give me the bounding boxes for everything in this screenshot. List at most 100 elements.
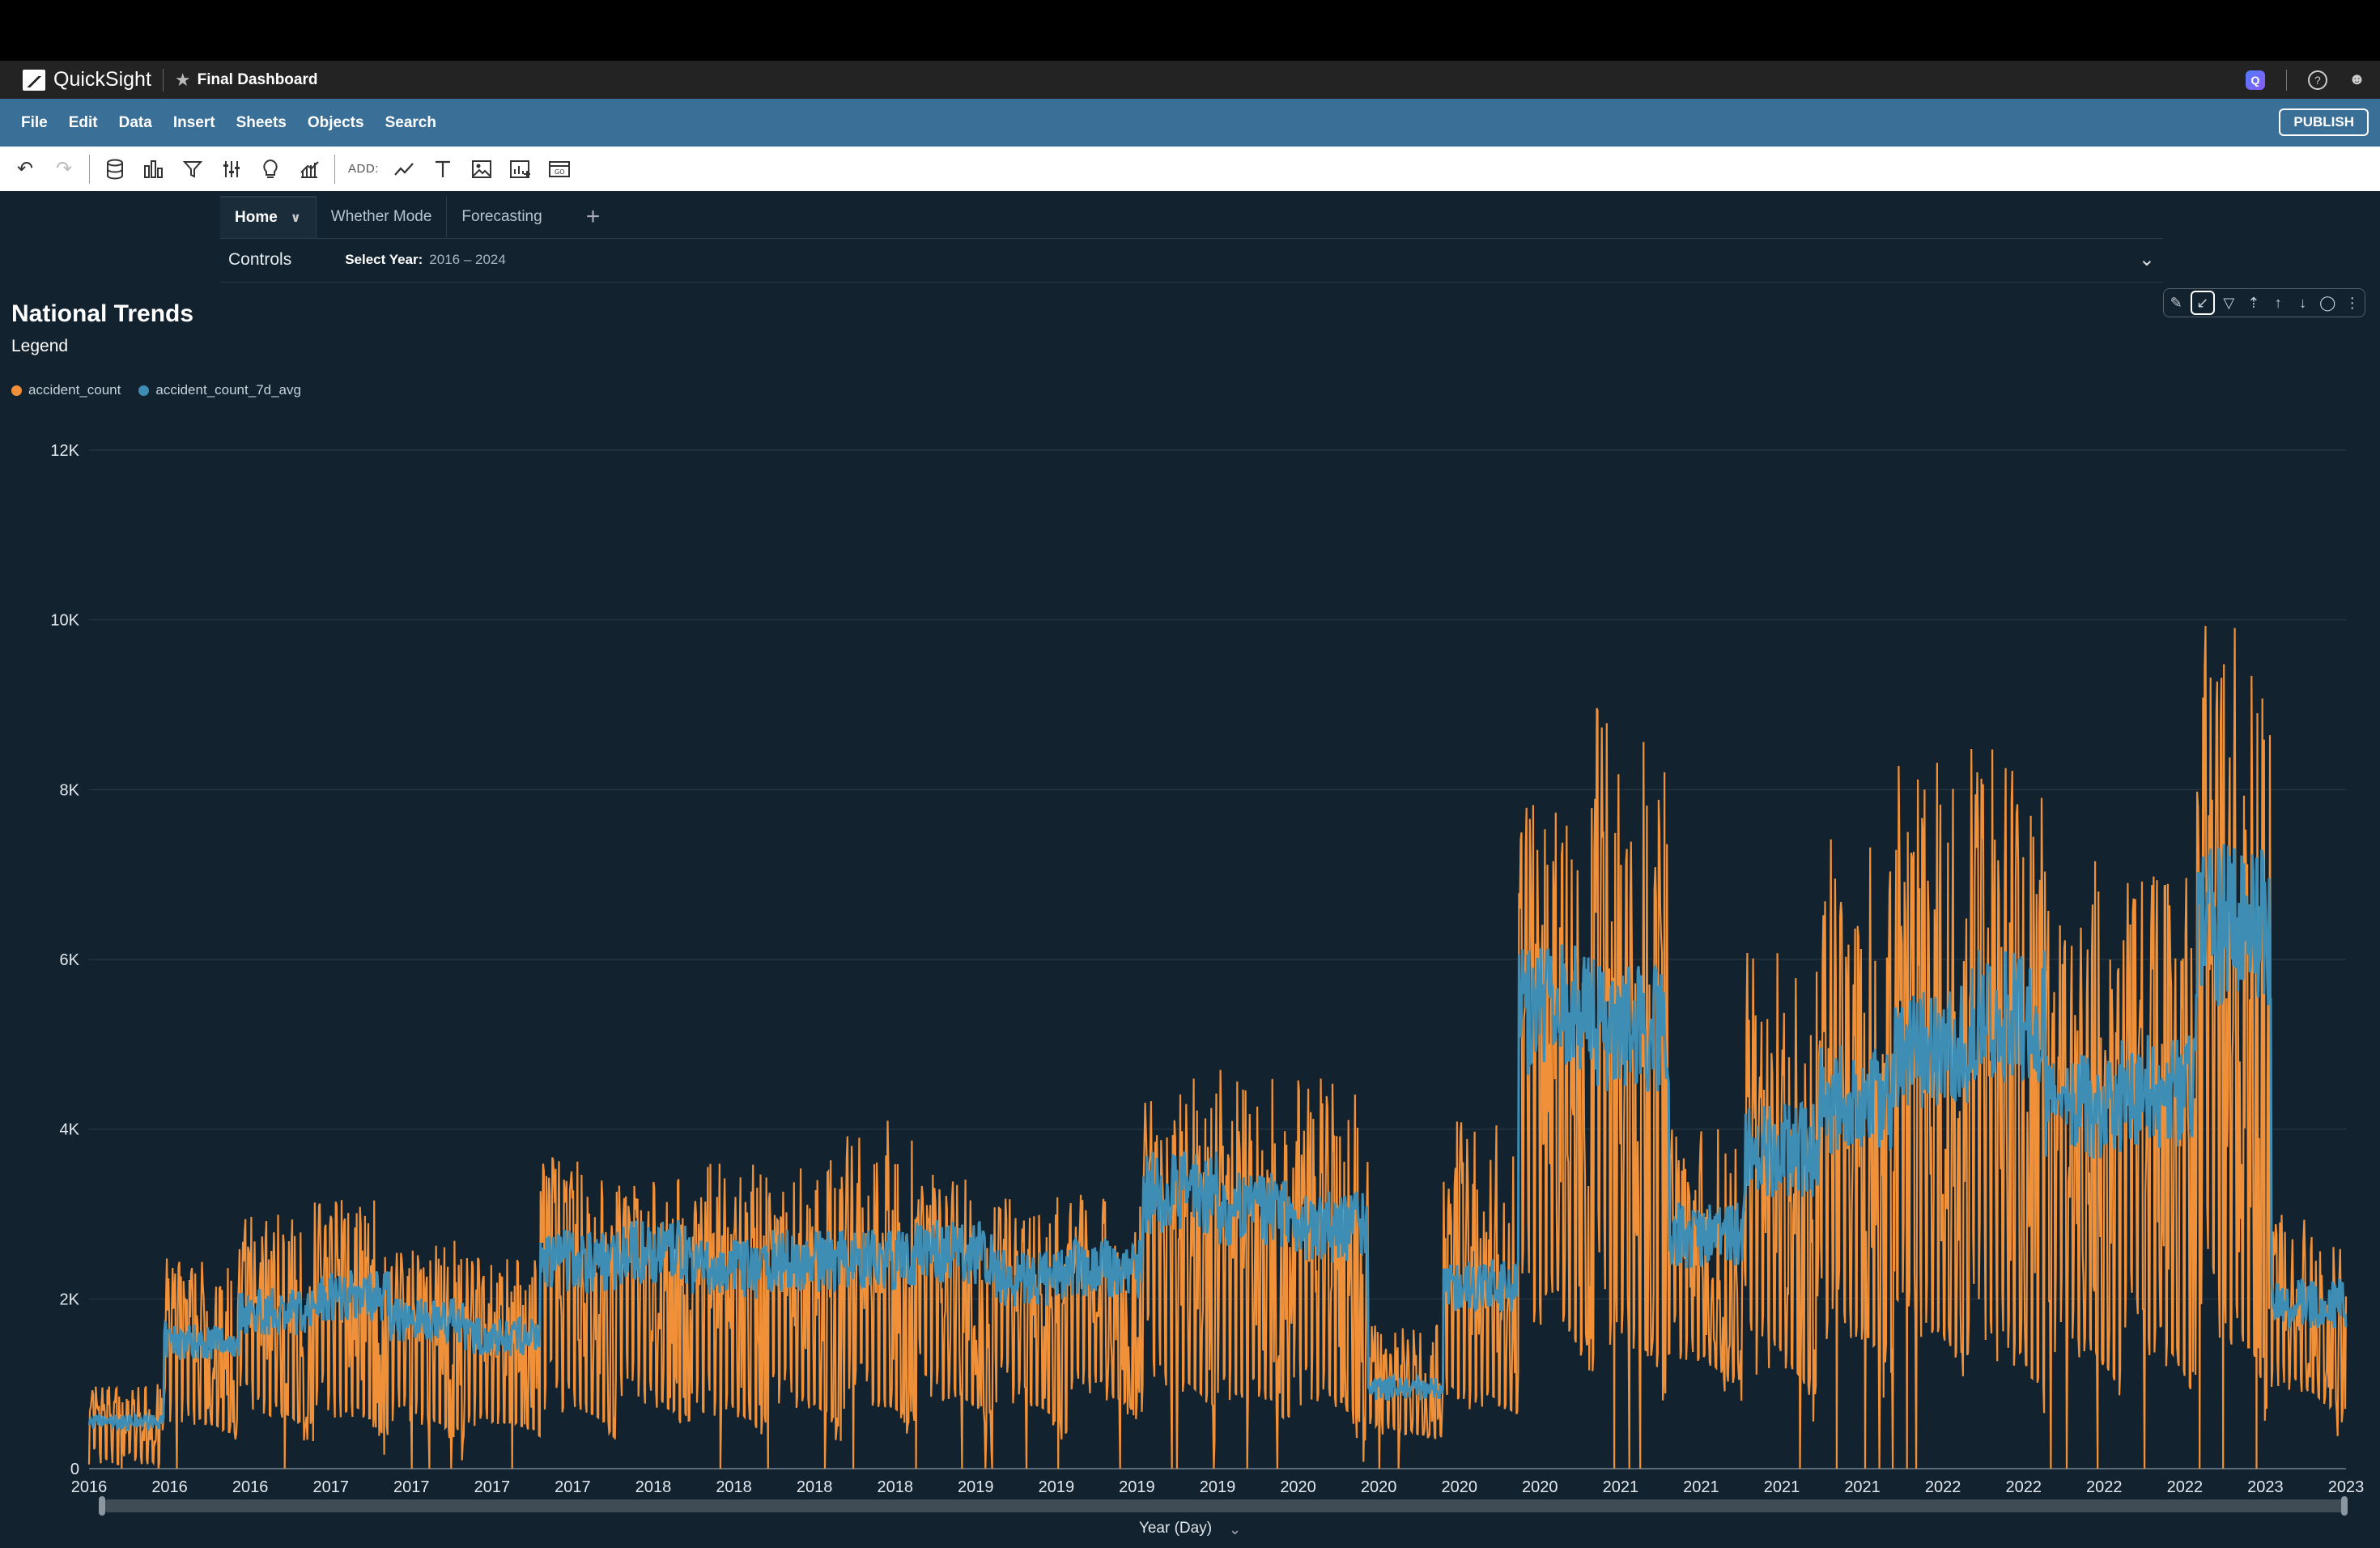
date-range-scrollbar[interactable] <box>102 1499 2348 1512</box>
x-tick-label: 2023 <box>2247 1478 2284 1496</box>
scrollbar-handle-right[interactable] <box>2341 1496 2348 1516</box>
svg-text:GO: GO <box>555 168 565 176</box>
redo-icon[interactable]: ↷ <box>55 158 73 180</box>
visualize-icon[interactable] <box>140 155 168 183</box>
tab-home-label: Home <box>235 209 278 226</box>
help-icon[interactable]: ? <box>2307 70 2327 90</box>
x-tick-label: 2016 <box>232 1478 269 1496</box>
toolbar: ↶ ↷ ADD: GO <box>0 147 2380 191</box>
line-chart[interactable]: 0 2K 4K 6K 8K 10K 12K 2016 2016 2016 2017 2017 2017… <box>0 191 2380 1548</box>
format-visual-icon[interactable]: ✎ <box>2170 294 2182 311</box>
x-tick-label: 2023 <box>2328 1478 2365 1496</box>
x-tick-label: 2016 <box>151 1478 188 1496</box>
legend-title: Legend <box>11 337 69 355</box>
visual-insight-icon[interactable]: ◯ <box>2319 294 2336 311</box>
select-year-label: Select Year: <box>345 252 423 267</box>
menu-data[interactable]: Data <box>118 113 152 131</box>
add-visual-icon[interactable] <box>390 155 418 183</box>
menu-objects[interactable]: Objects <box>307 113 364 131</box>
tab-whether-mode-label: Whether Mode <box>330 208 432 225</box>
x-axis-title[interactable]: Year (Day) <box>1139 1520 1212 1537</box>
tab-whether-mode[interactable]: Whether Mode <box>317 197 448 237</box>
menu-insert[interactable]: Insert <box>172 113 215 131</box>
x-tick-label: 2020 <box>1522 1478 1558 1496</box>
visual-filter-icon[interactable]: ▽ <box>2223 294 2235 311</box>
x-axis-chevron-down-icon[interactable]: ⌄ <box>1229 1521 1241 1538</box>
scrollbar-handle-left[interactable] <box>99 1496 105 1516</box>
x-tick-label: 2020 <box>1280 1478 1316 1496</box>
legend-item-accident-count-7d-avg[interactable]: accident_count_7d_avg <box>138 382 301 398</box>
y-tick-label: 6K <box>60 951 80 969</box>
sort-top-icon[interactable]: ⇡ <box>2247 294 2260 311</box>
x-tick-label: 2018 <box>877 1478 913 1496</box>
quicksight-logo[interactable]: QuickSight <box>23 68 151 91</box>
add-embed-icon[interactable]: GO <box>546 155 573 183</box>
parameters-icon[interactable] <box>218 155 245 183</box>
series-accident-count-7d-avg <box>87 844 2348 1433</box>
star-icon[interactable]: ★ <box>174 69 191 90</box>
header-divider <box>162 68 164 91</box>
x-tick-label: 2016 <box>71 1478 108 1496</box>
sort-ascending-icon[interactable]: ↑ <box>2274 294 2282 311</box>
app-name: QuickSight <box>53 68 151 91</box>
accident-count-7d-avg-line[interactable] <box>87 844 2348 1433</box>
y-tick-label: 10K <box>50 612 79 630</box>
x-tick-label: 2017 <box>555 1478 591 1496</box>
tab-forecasting-label: Forecasting <box>461 208 542 225</box>
legend-swatch-accident-count-7d-avg <box>138 385 150 396</box>
add-text-icon[interactable] <box>429 155 457 183</box>
add-chart-icon[interactable] <box>507 155 534 183</box>
add-sheet-icon[interactable]: + <box>585 203 601 230</box>
accident-count-line[interactable] <box>87 626 2348 1469</box>
x-tick-label: 2022 <box>1925 1478 1961 1496</box>
legend: accident_count accident_count_7d_avg <box>11 382 319 398</box>
dashboard-title-text: Final Dashboard <box>197 70 318 88</box>
visual-title: National Trends <box>11 300 194 327</box>
legend-swatch-accident-count <box>11 385 22 396</box>
sheet-tabs: Home ∨ Whether Mode Forecasting + <box>220 196 2163 239</box>
x-tick-label: 2020 <box>1441 1478 1477 1496</box>
dataset-icon[interactable] <box>101 155 129 183</box>
insights-icon[interactable] <box>257 155 284 183</box>
x-tick-label: 2018 <box>635 1478 672 1496</box>
controls-label: Controls <box>228 250 292 269</box>
tab-forecasting[interactable]: Forecasting <box>447 197 556 237</box>
more-options-icon[interactable]: ⋮ <box>2344 294 2360 311</box>
collapse-visual-icon[interactable]: ↙ <box>2190 291 2215 315</box>
analysis-canvas: Home ∨ Whether Mode Forecasting + Contro… <box>0 191 2380 1548</box>
x-tick-label: 2021 <box>1603 1478 1639 1496</box>
tab-home[interactable]: Home ∨ <box>220 196 317 238</box>
legend-item-accident-count[interactable]: accident_count <box>11 382 121 398</box>
undo-icon[interactable]: ↶ <box>16 158 34 180</box>
controls-bar: Controls Select Year: 2016 – 2024 ⌄ <box>220 238 2163 283</box>
menu-search[interactable]: Search <box>385 113 436 131</box>
x-tick-label: 2017 <box>393 1478 430 1496</box>
x-tick-label: 2022 <box>2167 1478 2204 1496</box>
q-assistant-icon[interactable]: Q <box>2245 70 2265 90</box>
visual-menu-toolbar: ✎ ↙ ▽ ⇡ ↑ ↓ ◯ ⋮ <box>2163 288 2365 317</box>
sort-descending-icon[interactable]: ↓ <box>2299 294 2307 311</box>
quicksight-logo-icon <box>23 69 45 91</box>
menu-edit[interactable]: Edit <box>68 113 98 131</box>
y-axis-labels: 0 2K 4K 6K 8K 10K 12K <box>50 442 79 1478</box>
publish-button[interactable]: PUBLISH <box>2279 108 2369 136</box>
legend-label-accident-count-7d-avg: accident_count_7d_avg <box>155 382 301 398</box>
toolbar-divider-2 <box>334 154 335 184</box>
filter-icon[interactable] <box>179 155 206 183</box>
dashboard-title[interactable]: ★ Final Dashboard <box>175 70 318 91</box>
controls-expand-icon[interactable]: ⌄ <box>2138 249 2155 270</box>
chevron-down-icon[interactable]: ∨ <box>290 211 301 225</box>
select-year-control[interactable]: 2016 – 2024 <box>429 252 506 267</box>
menu-file[interactable]: File <box>21 113 48 131</box>
y-tick-label: 4K <box>60 1121 80 1139</box>
x-tick-label: 2019 <box>1039 1478 1075 1496</box>
add-image-icon[interactable] <box>468 155 495 183</box>
ml-insights-icon[interactable] <box>295 155 323 183</box>
menu-sheets[interactable]: Sheets <box>236 113 287 131</box>
user-icon[interactable]: ☻ <box>2348 70 2365 88</box>
x-tick-label: 2019 <box>1119 1478 1155 1496</box>
x-tick-label: 2021 <box>1844 1478 1881 1496</box>
header-right-actions: Q ? ☻ <box>2245 61 2365 99</box>
x-tick-label: 2017 <box>474 1478 511 1496</box>
y-tick-label: 2K <box>60 1291 80 1308</box>
